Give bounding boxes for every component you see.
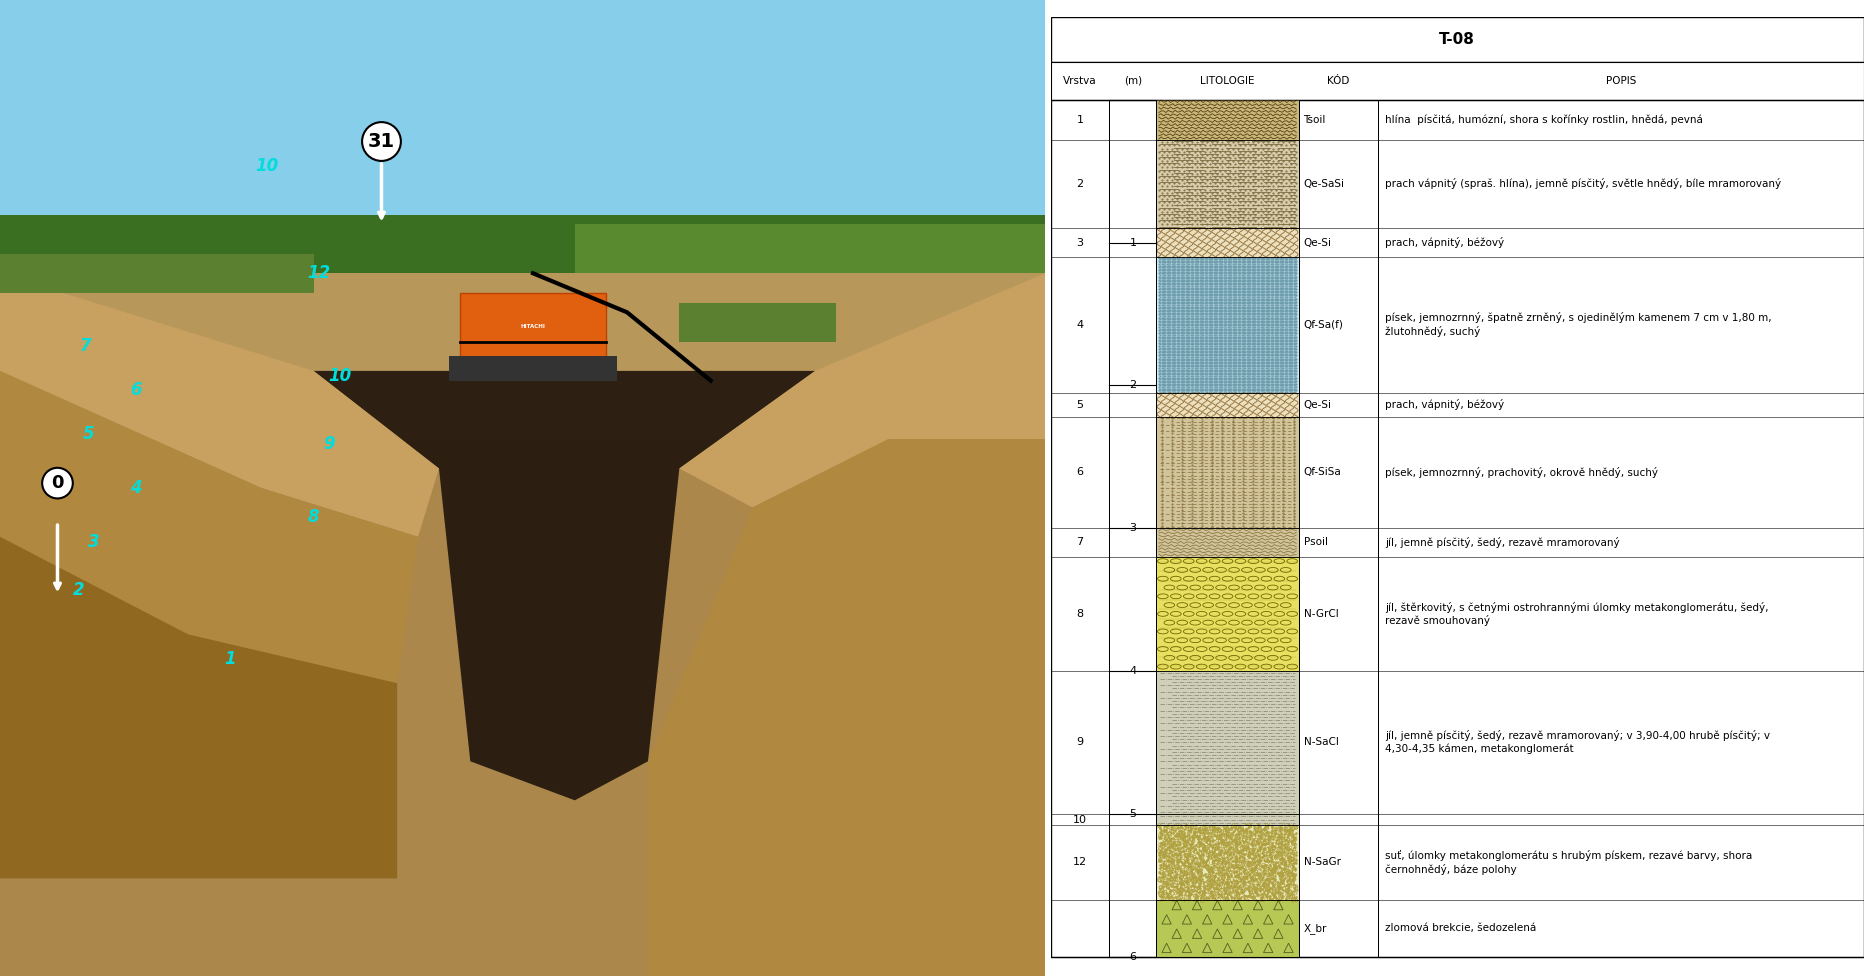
- Text: 9: 9: [324, 435, 335, 453]
- Text: 3: 3: [1077, 237, 1083, 248]
- Text: N-SaGr: N-SaGr: [1304, 857, 1341, 868]
- Text: Qe-Si: Qe-Si: [1304, 237, 1332, 248]
- Bar: [0, 439, 1045, 976]
- Bar: [1156, 417, 1298, 528]
- Text: 4: 4: [129, 479, 142, 497]
- Bar: [1156, 140, 1298, 228]
- Bar: [680, 303, 835, 342]
- Bar: [0, 254, 313, 293]
- Bar: [450, 356, 616, 381]
- Bar: [461, 293, 607, 361]
- Text: N-GrCl: N-GrCl: [1304, 609, 1339, 619]
- Bar: [1156, 556, 1298, 671]
- Text: Qf-SiSa: Qf-SiSa: [1304, 468, 1341, 477]
- Text: 3: 3: [88, 533, 99, 550]
- Text: T-08: T-08: [1438, 32, 1476, 47]
- Text: 5: 5: [1077, 399, 1083, 410]
- Bar: [0, 215, 1045, 293]
- Text: 1: 1: [225, 650, 236, 668]
- Text: jíl, jemně písčitý, šedý, rezavě mramorovaný; v 3,90-4,00 hrubě písčitý; v
4,30-: jíl, jemně písčitý, šedý, rezavě mramoro…: [1384, 730, 1770, 754]
- Bar: [1156, 392, 1298, 417]
- Text: 10: 10: [255, 157, 277, 175]
- Text: 1: 1: [1129, 237, 1137, 248]
- Polygon shape: [0, 371, 418, 683]
- Text: 2: 2: [1129, 381, 1137, 390]
- Text: Qe-SaSi: Qe-SaSi: [1304, 179, 1345, 189]
- Bar: [1051, 17, 1864, 61]
- Text: prach, vápnitý, béžový: prach, vápnitý, béžový: [1384, 399, 1504, 410]
- Polygon shape: [680, 273, 1045, 508]
- Text: POPIS: POPIS: [1605, 76, 1637, 86]
- Text: 4: 4: [1077, 320, 1084, 330]
- Bar: [0, 0, 1045, 244]
- Text: 4: 4: [1129, 666, 1137, 676]
- Text: prach, vápnitý, béžový: prach, vápnitý, béžový: [1384, 237, 1504, 248]
- Text: (m): (m): [1124, 76, 1143, 86]
- Text: zlomová brekcie, šedozelená: zlomová brekcie, šedozelená: [1384, 923, 1536, 933]
- Text: 6: 6: [129, 382, 142, 399]
- Text: 2: 2: [1077, 179, 1084, 189]
- Text: hlína  písčitá, humózní, shora s kořínky rostlin, hnědá, pevná: hlína písčitá, humózní, shora s kořínky …: [1384, 114, 1703, 125]
- Bar: [1156, 900, 1298, 956]
- Text: Psoil: Psoil: [1304, 538, 1328, 548]
- Text: 1: 1: [1077, 115, 1083, 125]
- Text: Tsoil: Tsoil: [1304, 115, 1326, 125]
- Text: Qf-Sa(f): Qf-Sa(f): [1304, 320, 1343, 330]
- Text: jíl, jemně písčitý, šedý, rezavě mramorovaný: jíl, jemně písčitý, šedý, rezavě mramoro…: [1384, 537, 1620, 548]
- Text: Vrstva: Vrstva: [1064, 76, 1098, 86]
- Bar: [1156, 257, 1298, 392]
- Text: prach vápnitý (spraš. hlína), jemně písčitý, světle hnědý, bíle mramorovaný: prach vápnitý (spraš. hlína), jemně písč…: [1384, 179, 1781, 189]
- Bar: [1156, 100, 1298, 140]
- Text: 0: 0: [51, 474, 64, 492]
- Polygon shape: [648, 439, 1045, 976]
- Text: 31: 31: [367, 132, 395, 151]
- Bar: [1051, 61, 1864, 100]
- Text: 12: 12: [307, 264, 330, 282]
- Bar: [1156, 826, 1298, 900]
- Bar: [1156, 814, 1298, 826]
- Text: 5: 5: [82, 426, 96, 443]
- Bar: [0, 273, 1045, 976]
- Text: 2: 2: [73, 582, 84, 599]
- Text: suť, úlomky metakonglomerátu s hrubým pískem, rezavé barvy, shora
černohnědý, bá: suť, úlomky metakonglomerátu s hrubým pí…: [1384, 850, 1751, 874]
- Text: písek, jemnozrnný, prachovitý, okrově hnědý, suchý: písek, jemnozrnný, prachovitý, okrově hn…: [1384, 467, 1658, 478]
- Polygon shape: [0, 537, 397, 878]
- Text: 7: 7: [1077, 538, 1084, 548]
- Text: 9: 9: [1077, 738, 1084, 748]
- Text: LITOLOGIE: LITOLOGIE: [1201, 76, 1255, 86]
- Polygon shape: [313, 371, 815, 800]
- Text: 12: 12: [1073, 857, 1086, 868]
- Bar: [1156, 528, 1298, 556]
- Text: 10: 10: [1073, 815, 1086, 825]
- Bar: [1156, 671, 1298, 814]
- Text: 6: 6: [1077, 468, 1083, 477]
- Text: písek, jemnozrnný, špatně zrněný, s ojedinělým kamenem 7 cm v 1,80 m,
žlutohnědý: písek, jemnozrnný, špatně zrněný, s ojed…: [1384, 312, 1772, 337]
- Text: X_br: X_br: [1304, 922, 1326, 933]
- Text: 7: 7: [81, 338, 92, 355]
- Text: 3: 3: [1129, 523, 1137, 533]
- Text: 10: 10: [328, 367, 352, 385]
- Bar: [575, 224, 1045, 342]
- Text: HITACHI: HITACHI: [521, 324, 545, 330]
- Text: 6: 6: [1129, 952, 1137, 961]
- Text: N-SaCl: N-SaCl: [1304, 738, 1339, 748]
- Bar: [1156, 228, 1298, 257]
- Text: KÓD: KÓD: [1328, 76, 1350, 86]
- Polygon shape: [0, 273, 438, 537]
- Text: 5: 5: [1129, 809, 1137, 819]
- Text: 8: 8: [1077, 609, 1084, 619]
- Text: Qe-Si: Qe-Si: [1304, 399, 1332, 410]
- Text: 8: 8: [307, 508, 320, 526]
- Text: jíl, štěrkovitý, s četnými ostrohrannými úlomky metakonglomerátu, šedý,
rezavě s: jíl, štěrkovitý, s četnými ostrohrannými…: [1384, 601, 1768, 627]
